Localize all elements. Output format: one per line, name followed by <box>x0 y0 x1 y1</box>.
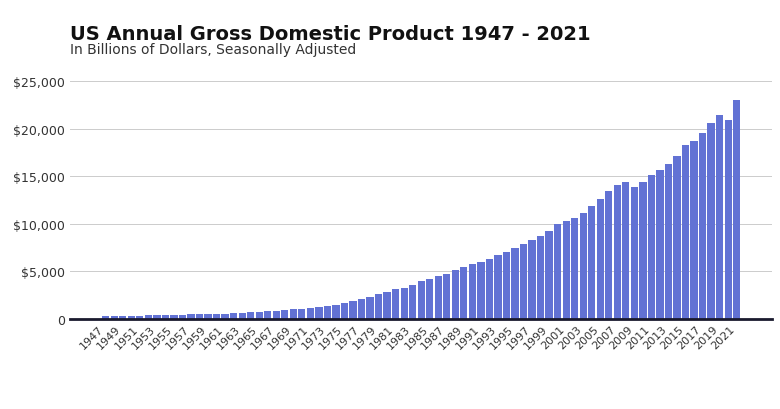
Bar <box>545 231 553 319</box>
Bar <box>111 317 118 319</box>
Bar <box>486 259 493 319</box>
Bar <box>716 116 723 319</box>
Bar <box>204 314 211 319</box>
Bar <box>273 311 280 319</box>
Bar <box>230 313 237 319</box>
Bar <box>614 186 621 319</box>
Bar <box>469 264 476 319</box>
Bar <box>417 282 425 319</box>
Bar <box>725 121 732 319</box>
Bar <box>733 101 740 319</box>
Bar <box>580 213 587 319</box>
Bar <box>213 314 220 319</box>
Bar <box>161 315 169 319</box>
Bar <box>460 267 467 319</box>
Bar <box>324 306 331 319</box>
Bar <box>647 176 655 319</box>
Bar <box>622 183 629 319</box>
Bar <box>673 157 681 319</box>
Bar <box>307 308 314 319</box>
Bar <box>256 312 263 319</box>
Bar <box>332 305 339 319</box>
Bar <box>187 315 195 319</box>
Bar <box>477 262 484 319</box>
Bar <box>170 315 178 319</box>
Bar <box>631 187 638 319</box>
Bar <box>707 124 714 319</box>
Bar <box>298 309 306 319</box>
Bar <box>503 252 510 319</box>
Bar <box>128 316 135 319</box>
Bar <box>656 170 664 319</box>
Bar <box>520 245 527 319</box>
Bar <box>443 274 450 319</box>
Bar <box>375 295 382 319</box>
Bar <box>605 192 612 319</box>
Text: US Annual Gross Domestic Product 1947 - 2021: US Annual Gross Domestic Product 1947 - … <box>70 25 590 44</box>
Bar <box>495 256 502 319</box>
Bar <box>409 285 417 319</box>
Bar <box>289 310 297 319</box>
Bar <box>102 317 109 319</box>
Bar <box>571 218 578 319</box>
Bar <box>222 314 229 319</box>
Bar <box>264 312 271 319</box>
Bar <box>426 279 434 319</box>
Bar <box>179 315 186 319</box>
Text: In Billions of Dollars, Seasonally Adjusted: In Billions of Dollars, Seasonally Adjus… <box>70 43 356 57</box>
Bar <box>196 315 203 319</box>
Bar <box>597 199 604 319</box>
Bar <box>136 316 144 319</box>
Bar <box>145 316 152 319</box>
Bar <box>358 300 365 319</box>
Bar <box>384 292 391 319</box>
Bar <box>699 134 706 319</box>
Bar <box>247 313 254 319</box>
Bar <box>434 276 442 319</box>
Bar <box>315 307 322 319</box>
Bar <box>239 313 246 319</box>
Bar <box>562 221 569 319</box>
Bar <box>588 207 595 319</box>
Bar <box>349 302 356 319</box>
Bar <box>452 271 459 319</box>
Bar <box>367 297 374 319</box>
Bar <box>528 240 536 319</box>
Bar <box>537 236 544 319</box>
Bar <box>682 146 690 319</box>
Bar <box>392 289 399 319</box>
Bar <box>554 225 562 319</box>
Bar <box>665 165 672 319</box>
Bar <box>690 142 697 319</box>
Bar <box>640 182 647 319</box>
Bar <box>281 310 289 319</box>
Bar <box>153 315 161 319</box>
Bar <box>400 288 408 319</box>
Bar <box>119 317 126 319</box>
Bar <box>341 303 348 319</box>
Bar <box>512 249 519 319</box>
